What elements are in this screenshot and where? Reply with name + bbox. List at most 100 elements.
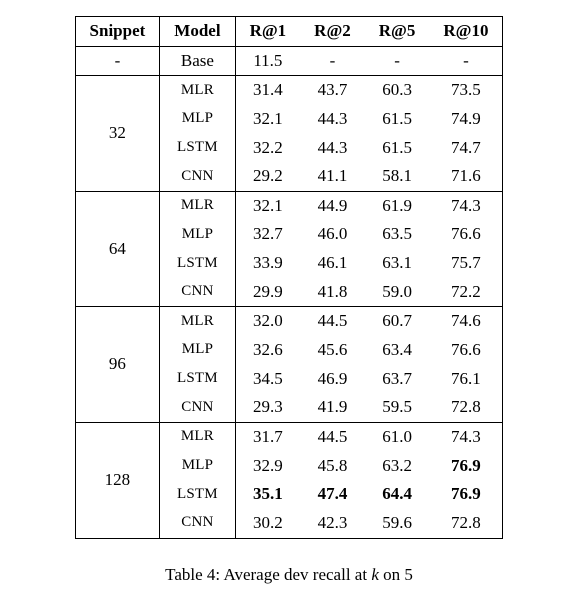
- cell-r10: 71.6: [429, 162, 503, 191]
- table-row: 64MLR32.144.961.974.3: [75, 191, 503, 220]
- cell-r2: 46.9: [300, 365, 365, 394]
- cell-r5: 63.5: [365, 220, 430, 249]
- table-container: Snippet Model R@1 R@2 R@5 R@10 -Base11.5…: [0, 0, 578, 593]
- cell-r5: -: [365, 46, 430, 76]
- cell-r1: 32.2: [235, 134, 300, 163]
- cell-r1: 32.1: [235, 191, 300, 220]
- cell-r5: 61.0: [365, 422, 430, 451]
- cell-model: LSTM: [160, 249, 235, 278]
- cell-model: MLP: [160, 105, 235, 134]
- cell-r2: 44.9: [300, 191, 365, 220]
- table-body: -Base11.5---32MLR31.443.760.373.5MLP32.1…: [75, 46, 503, 538]
- cell-model: MLP: [160, 452, 235, 481]
- cell-snippet: 64: [75, 191, 160, 307]
- cell-r5: 63.1: [365, 249, 430, 278]
- cell-r1: 30.2: [235, 509, 300, 538]
- cell-r2: 45.6: [300, 336, 365, 365]
- caption-var: k: [371, 565, 379, 584]
- cell-model: CNN: [160, 278, 235, 307]
- cell-r1: 29.9: [235, 278, 300, 307]
- cell-model: MLR: [160, 76, 235, 105]
- cell-r1: 32.0: [235, 307, 300, 336]
- cell-r10: 72.2: [429, 278, 503, 307]
- col-model: Model: [160, 17, 235, 47]
- table-row: 96MLR32.044.560.774.6: [75, 307, 503, 336]
- cell-r1: 32.1: [235, 105, 300, 134]
- cell-r1: 32.7: [235, 220, 300, 249]
- cell-r10: -: [429, 46, 503, 76]
- cell-r2: 41.9: [300, 393, 365, 422]
- cell-r5: 58.1: [365, 162, 430, 191]
- cell-model: MLR: [160, 422, 235, 451]
- col-r1: R@1: [235, 17, 300, 47]
- cell-r2: -: [300, 46, 365, 76]
- cell-r2: 41.1: [300, 162, 365, 191]
- cell-snippet: 128: [75, 422, 160, 538]
- cell-model: Base: [160, 46, 235, 76]
- col-r10: R@10: [429, 17, 503, 47]
- cell-r10: 76.6: [429, 336, 503, 365]
- cell-model: MLR: [160, 191, 235, 220]
- cell-r5: 59.5: [365, 393, 430, 422]
- cell-r2: 44.3: [300, 105, 365, 134]
- cell-r5: 63.7: [365, 365, 430, 394]
- table-row: 32MLR31.443.760.373.5: [75, 76, 503, 105]
- cell-snippet: -: [75, 46, 160, 76]
- cell-r2: 46.0: [300, 220, 365, 249]
- caption-text-before: Average dev recall at: [223, 565, 371, 584]
- cell-r10: 76.9: [429, 452, 503, 481]
- cell-model: LSTM: [160, 134, 235, 163]
- caption-text-after: on 5: [379, 565, 413, 584]
- cell-r2: 44.5: [300, 422, 365, 451]
- table-row: 128MLR31.744.561.074.3: [75, 422, 503, 451]
- cell-r10: 72.8: [429, 509, 503, 538]
- cell-r5: 59.6: [365, 509, 430, 538]
- cell-model: MLP: [160, 220, 235, 249]
- col-r2: R@2: [300, 17, 365, 47]
- cell-r10: 75.7: [429, 249, 503, 278]
- cell-model: CNN: [160, 162, 235, 191]
- cell-model: CNN: [160, 393, 235, 422]
- cell-r2: 41.8: [300, 278, 365, 307]
- cell-r2: 44.3: [300, 134, 365, 163]
- cell-snippet: 96: [75, 307, 160, 423]
- cell-r1: 29.2: [235, 162, 300, 191]
- cell-r10: 73.5: [429, 76, 503, 105]
- cell-r2: 45.8: [300, 452, 365, 481]
- cell-r5: 59.0: [365, 278, 430, 307]
- cell-r1: 31.4: [235, 76, 300, 105]
- table-header-row: Snippet Model R@1 R@2 R@5 R@10: [75, 17, 503, 47]
- cell-r1: 35.1: [235, 480, 300, 509]
- cell-r5: 60.7: [365, 307, 430, 336]
- cell-r1: 11.5: [235, 46, 300, 76]
- cell-r1: 32.9: [235, 452, 300, 481]
- cell-r2: 46.1: [300, 249, 365, 278]
- cell-r5: 63.2: [365, 452, 430, 481]
- cell-r5: 64.4: [365, 480, 430, 509]
- cell-r1: 29.3: [235, 393, 300, 422]
- cell-r10: 76.6: [429, 220, 503, 249]
- cell-r5: 61.5: [365, 134, 430, 163]
- cell-r10: 74.7: [429, 134, 503, 163]
- cell-r10: 74.9: [429, 105, 503, 134]
- cell-r2: 43.7: [300, 76, 365, 105]
- cell-r5: 61.5: [365, 105, 430, 134]
- cell-model: MLR: [160, 307, 235, 336]
- cell-r1: 31.7: [235, 422, 300, 451]
- table-caption: Table 4: Average dev recall at k on 5: [24, 565, 554, 585]
- cell-model: MLP: [160, 336, 235, 365]
- caption-label: Table 4:: [165, 565, 220, 584]
- cell-r5: 61.9: [365, 191, 430, 220]
- cell-r1: 34.5: [235, 365, 300, 394]
- cell-r10: 74.3: [429, 191, 503, 220]
- cell-r5: 63.4: [365, 336, 430, 365]
- cell-r10: 76.9: [429, 480, 503, 509]
- col-snippet: Snippet: [75, 17, 160, 47]
- cell-r2: 47.4: [300, 480, 365, 509]
- cell-r2: 42.3: [300, 509, 365, 538]
- cell-r1: 32.6: [235, 336, 300, 365]
- cell-r10: 74.3: [429, 422, 503, 451]
- cell-r2: 44.5: [300, 307, 365, 336]
- cell-model: LSTM: [160, 365, 235, 394]
- cell-r10: 72.8: [429, 393, 503, 422]
